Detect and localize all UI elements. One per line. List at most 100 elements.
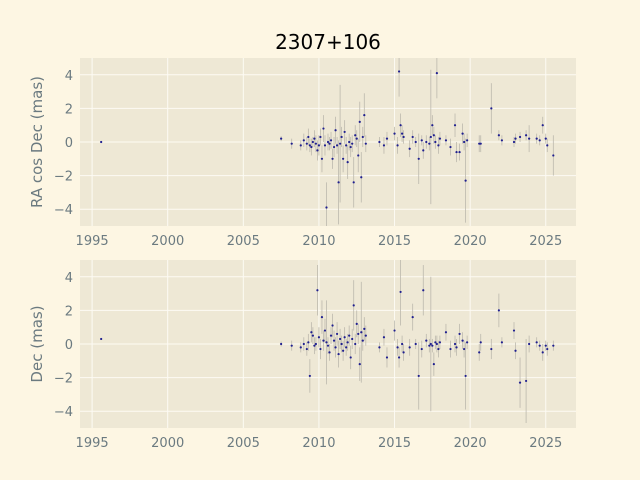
- dec-data-point: [290, 344, 293, 347]
- ra-data-point: [417, 157, 420, 160]
- ra-data-point: [360, 176, 363, 179]
- dec-data-point: [461, 339, 464, 342]
- ra-data-point: [438, 137, 442, 140]
- ra-data-point: [351, 142, 354, 145]
- dec-data-point: [422, 289, 425, 292]
- ra-data-point: [290, 142, 293, 145]
- dec-data-point: [544, 344, 547, 347]
- ra-data-point: [497, 134, 500, 137]
- dec-data-point: [319, 347, 322, 351]
- ra-data-point: [364, 142, 367, 145]
- dec-data-point: [535, 341, 538, 344]
- ra-data-point: [342, 157, 345, 160]
- dec-data-point: [497, 309, 500, 312]
- dec-data-point: [432, 363, 435, 366]
- ra-data-point: [518, 135, 522, 139]
- ra-data-point: [310, 145, 313, 149]
- dec-data-point: [305, 347, 308, 351]
- dec-data-point: [357, 332, 360, 336]
- ra-y-tick-label: 2: [65, 102, 73, 117]
- ra-x-tick-label: 2010: [302, 234, 335, 249]
- ra-y-axis-label: RA cos Dec (mas): [28, 76, 46, 208]
- ra-y-tick-label: 4: [65, 69, 73, 84]
- ra-y-tick-label: 0: [65, 136, 73, 151]
- dec-data-point: [490, 347, 493, 351]
- ra-data-point: [311, 140, 314, 144]
- dec-data-point: [348, 334, 351, 337]
- ra-data-point: [328, 142, 331, 145]
- ra-data-point: [453, 124, 457, 127]
- ra-data-point: [402, 135, 405, 139]
- ra-data-point: [552, 154, 555, 157]
- dec-data-point: [326, 344, 330, 347]
- ra-data-point: [314, 142, 318, 145]
- ra-data-point: [535, 137, 538, 140]
- dec-data-point: [302, 342, 305, 346]
- dec-data-point: [479, 341, 482, 344]
- ra-data-point: [313, 137, 316, 140]
- dec-data-point: [280, 342, 283, 346]
- ra-data-point: [382, 144, 386, 147]
- ra-data-point: [408, 147, 411, 150]
- dec-data-point: [466, 341, 469, 344]
- ra-data-point: [514, 137, 517, 140]
- dec-x-tick-label: 2020: [454, 436, 487, 451]
- ra-data-point: [479, 142, 482, 145]
- ra-data-point: [323, 144, 327, 147]
- dec-data-point: [449, 347, 452, 351]
- ra-data-series: [100, 58, 555, 226]
- dec-data-point: [444, 331, 448, 334]
- dec-data-point: [354, 342, 357, 346]
- ra-x-tick-label: 2015: [378, 234, 411, 249]
- ra-data-point: [462, 140, 466, 144]
- ra-data-point: [490, 107, 493, 110]
- dec-data-point: [512, 329, 516, 332]
- ra-data-point: [434, 140, 437, 144]
- dec-data-point: [307, 341, 310, 344]
- dec-data-point: [323, 329, 327, 332]
- ra-data-point: [449, 145, 452, 149]
- ra-data-point: [338, 142, 342, 145]
- dec-y-tick-label: −4: [54, 405, 73, 420]
- dec-y-axis-label: Dec (mas): [28, 305, 46, 382]
- ra-data-point: [414, 140, 417, 144]
- dec-data-point: [431, 344, 434, 347]
- ra-data-point: [541, 124, 544, 127]
- ra-data-point: [431, 124, 434, 127]
- dec-data-point: [552, 344, 555, 347]
- ra-data-point: [352, 181, 355, 184]
- ra-data-point: [458, 150, 461, 154]
- ra-data-point: [340, 135, 343, 139]
- dec-data-point: [337, 352, 340, 356]
- dec-data-point: [429, 342, 432, 346]
- ra-x-tick-label: 2000: [151, 234, 184, 249]
- ra-data-point: [396, 144, 399, 147]
- dec-data-point: [400, 342, 404, 346]
- dec-data-point: [414, 342, 417, 346]
- dec-data-point: [100, 337, 103, 341]
- ra-data-point: [334, 129, 337, 132]
- ra-data-point: [524, 134, 528, 137]
- dec-data-point: [408, 346, 411, 349]
- dec-y-tick-label: −2: [54, 372, 73, 387]
- dec-data-point: [437, 347, 440, 351]
- ra-data-point: [354, 134, 357, 137]
- ra-data-point: [326, 140, 330, 144]
- ra-data-point: [422, 149, 425, 152]
- ra-data-point: [393, 132, 396, 135]
- dec-y-tick-label: 0: [65, 338, 73, 353]
- dec-data-point: [343, 336, 346, 339]
- ra-data-point: [331, 157, 334, 160]
- dec-data-point: [314, 342, 318, 346]
- dec-data-point: [325, 341, 328, 344]
- ra-data-point: [302, 139, 305, 142]
- dec-panel: 1995 2000 2005 2010 2015 2020 2025 −4 −2 0 2 4 Dec (…: [28, 260, 576, 451]
- dec-data-point: [331, 324, 334, 327]
- ra-data-point: [320, 157, 324, 160]
- ra-data-point: [397, 70, 401, 73]
- dec-data-point: [352, 304, 355, 307]
- dec-data-point: [514, 349, 517, 352]
- dec-data-point: [351, 337, 354, 341]
- ra-data-point: [305, 142, 308, 145]
- ra-data-point: [528, 137, 531, 140]
